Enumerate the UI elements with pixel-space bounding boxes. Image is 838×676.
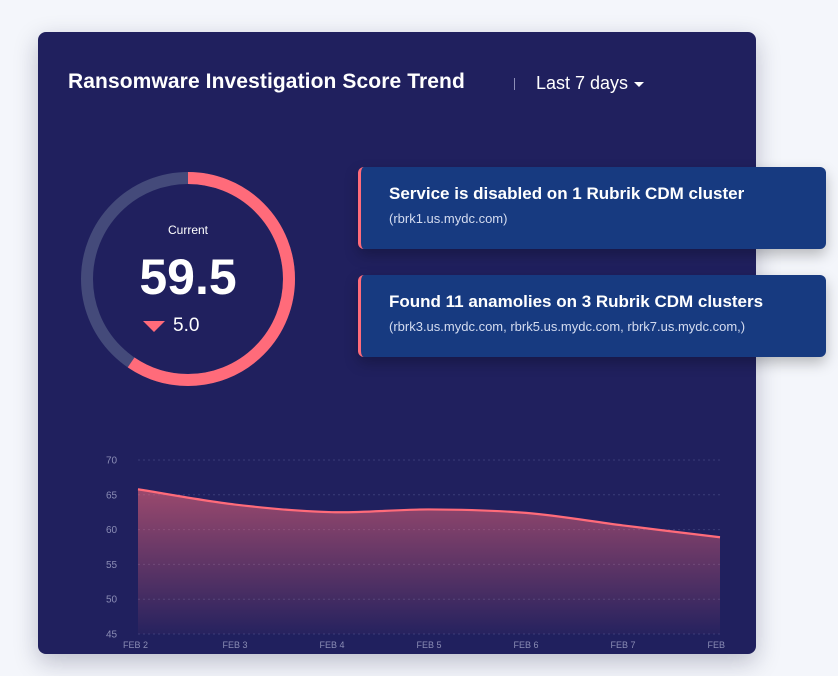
card-title: Ransomware Investigation Score Trend — [68, 70, 465, 93]
current-score-value: 59.5 — [139, 249, 237, 305]
y-tick-label: 60 — [106, 525, 118, 536]
score-delta-value: 5.0 — [173, 315, 200, 336]
series-area — [138, 489, 720, 634]
y-tick-label: 50 — [106, 595, 118, 606]
score-trend-card: Ransomware Investigation Score Trend Las… — [38, 32, 826, 654]
current-score-gauge: Current 59.5 5.0 — [81, 172, 295, 386]
x-tick-label: FEB 6 — [513, 640, 538, 650]
y-tick-label: 65 — [106, 490, 118, 501]
score-delta: 5.0 — [143, 314, 199, 338]
x-tick-label: FEB 3 — [222, 640, 247, 650]
y-tick-label: 70 — [106, 456, 118, 467]
date-range-dropdown[interactable]: Last 7 days — [536, 70, 645, 96]
x-tick-label: FEB 4 — [319, 640, 344, 650]
score-trend-area-chart: 70 65 60 55 50 45 FEB 2 FEB 3 FEB 4 FEB 5 FEB 6 FEB… — [106, 456, 726, 651]
down-triangle-icon — [143, 320, 165, 332]
x-tick-label: FEB 8 — [707, 640, 726, 650]
alert-title: Found 11 anamolies on 3 Rubrik CDM clust… — [389, 292, 764, 311]
alert-detail: (rbrk1.us.mydc.com) — [389, 211, 508, 226]
gauge-progress-arc — [81, 172, 295, 386]
alert-card-anomalies[interactable]: Found 11 anamolies on 3 Rubrik CDM clust… — [358, 275, 826, 357]
x-tick-label: FEB 7 — [610, 640, 635, 650]
y-tick-label: 45 — [106, 630, 118, 641]
x-tick-label: FEB 5 — [416, 640, 441, 650]
date-range-label: Last 7 days — [536, 72, 629, 93]
alert-detail: (rbrk3.us.mydc.com, rbrk5.us.mydc.com, r… — [389, 319, 746, 334]
alert-title: Service is disabled on 1 Rubrik CDM clus… — [389, 184, 745, 203]
x-tick-label: FEB 2 — [123, 640, 148, 650]
y-tick-label: 55 — [106, 560, 118, 571]
caret-down-icon — [634, 81, 645, 87]
gauge-label: Current — [167, 223, 208, 237]
alert-card-service-disabled[interactable]: Service is disabled on 1 Rubrik CDM clus… — [358, 167, 826, 249]
header-divider — [514, 78, 515, 90]
gauge-ring — [81, 172, 295, 386]
